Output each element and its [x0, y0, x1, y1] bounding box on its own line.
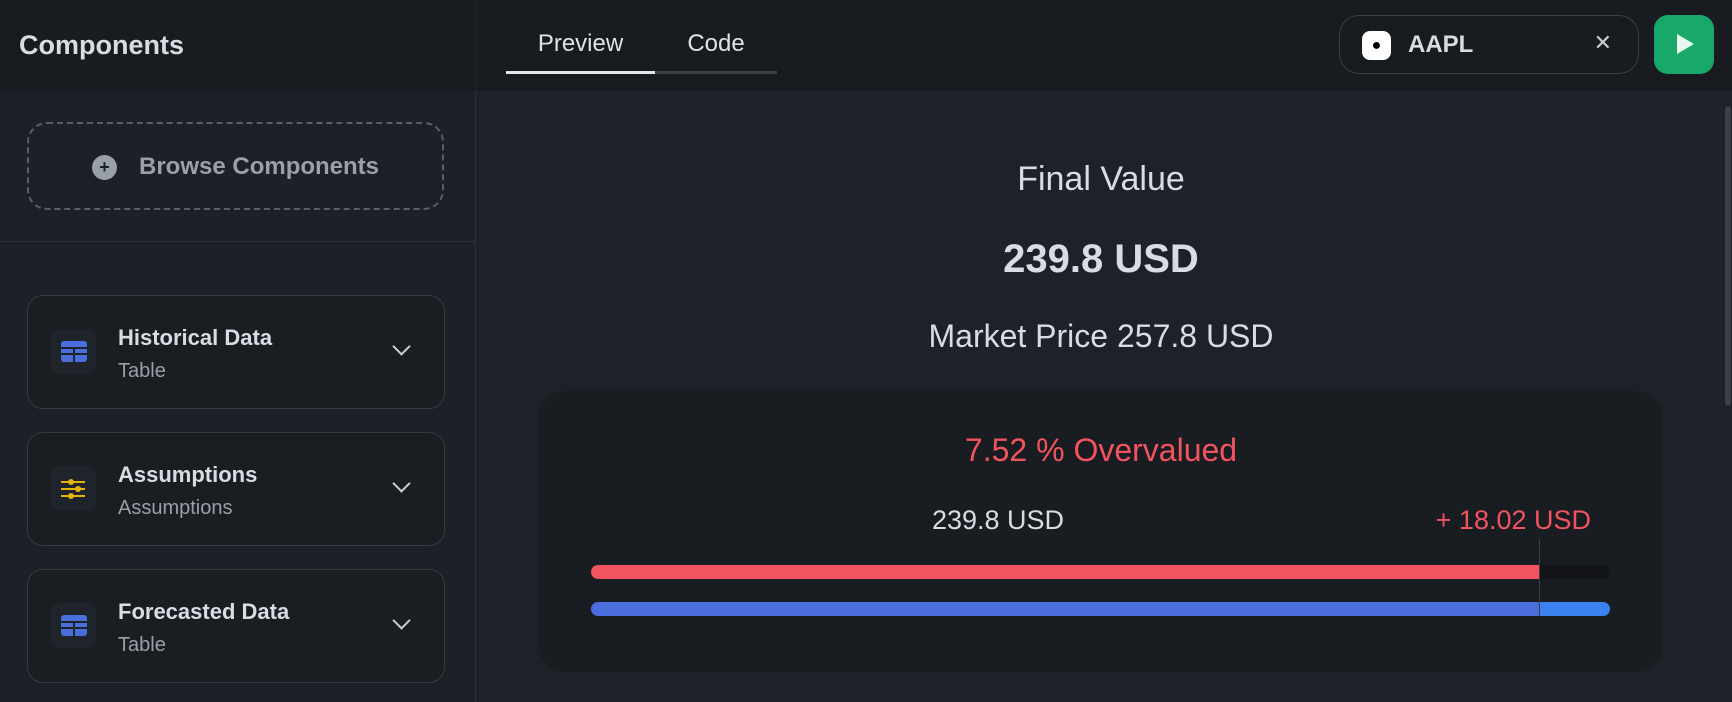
valuation-status: 7.52 % Overvalued — [964, 432, 1238, 468]
table-icon — [61, 615, 87, 636]
apple-logo-icon: ● — [1362, 31, 1391, 60]
chevron-down-icon[interactable] — [392, 611, 411, 630]
plus-circle-icon: + — [92, 155, 117, 180]
intrinsic-value-bar — [591, 565, 1539, 579]
scrollbar-thumb[interactable] — [1725, 106, 1731, 406]
sliders-icon — [61, 478, 85, 500]
intrinsic-value-label: 239.8 USD — [931, 505, 1065, 535]
component-card-historical-data[interactable]: Historical Data Table — [27, 295, 445, 409]
card-subtitle: Table — [118, 360, 166, 382]
tab-code[interactable]: Code — [687, 30, 745, 57]
card-title: Historical Data — [118, 325, 273, 350]
card-subtitle: Table — [118, 634, 166, 656]
final-value-label: Final Value — [1017, 160, 1185, 198]
intrinsic-marker-line — [1539, 539, 1540, 616]
ticker-chip[interactable]: ● AAPL ✕ — [1339, 15, 1639, 74]
close-icon[interactable]: ✕ — [1593, 30, 1612, 55]
scrollbar[interactable] — [1724, 91, 1732, 702]
browse-components-label: Browse Components — [139, 153, 380, 180]
sidebar-title: Components — [19, 30, 184, 60]
market-price: Market Price 257.8 USD — [928, 318, 1274, 354]
tab-preview[interactable]: Preview — [537, 30, 624, 57]
tab-active-indicator — [506, 71, 655, 74]
difference-label: + 18.02 USD — [1435, 505, 1591, 535]
table-icon — [61, 341, 87, 362]
component-card-assumptions[interactable]: Assumptions Assumptions — [27, 432, 445, 546]
sidebar-divider — [0, 241, 476, 242]
card-subtitle: Assumptions — [118, 497, 233, 519]
tab-indicator-track — [655, 71, 777, 74]
valuation-card — [538, 391, 1663, 672]
chevron-down-icon[interactable] — [392, 337, 411, 356]
chevron-down-icon[interactable] — [392, 474, 411, 493]
browse-components-button[interactable]: + Browse Components — [27, 122, 444, 210]
market-price-bar — [591, 602, 1610, 616]
header-divider — [476, 0, 477, 91]
ticker-symbol: AAPL — [1408, 31, 1474, 58]
final-value: 239.8 USD — [1003, 237, 1199, 281]
card-title: Forecasted Data — [118, 599, 290, 624]
run-button[interactable] — [1654, 15, 1714, 74]
card-title: Assumptions — [118, 462, 258, 487]
component-card-forecasted-data[interactable]: Forecasted Data Table — [27, 569, 445, 683]
